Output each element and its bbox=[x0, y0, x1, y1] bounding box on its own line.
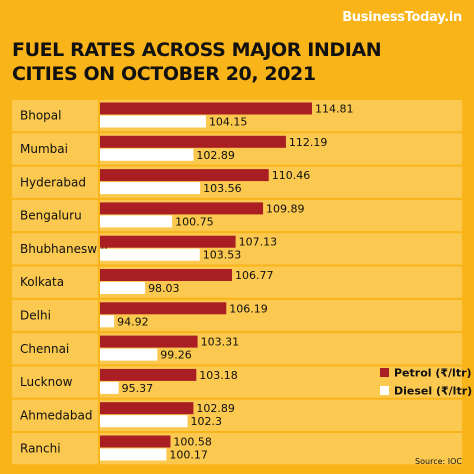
diesel-value-label: 103.56 bbox=[203, 182, 242, 195]
petrol-bar bbox=[100, 435, 171, 448]
petrol-bar bbox=[100, 368, 197, 381]
petrol-value-label: 109.89 bbox=[266, 202, 305, 215]
petrol-bar bbox=[100, 302, 227, 315]
petrol-bar bbox=[100, 202, 264, 215]
legend-swatch-diesel bbox=[380, 386, 389, 395]
petrol-bar bbox=[100, 402, 194, 415]
diesel-value-label: 102.89 bbox=[196, 149, 235, 162]
category-label: Mumbai bbox=[20, 142, 68, 156]
petrol-value-label: 106.19 bbox=[229, 302, 267, 315]
category-label: Bhubhaneswar bbox=[20, 242, 109, 256]
legend-swatch-petrol bbox=[380, 368, 389, 377]
petrol-value-label: 110.46 bbox=[272, 169, 311, 182]
petrol-bar bbox=[100, 235, 236, 248]
petrol-value-label: 107.13 bbox=[239, 236, 278, 249]
diesel-value-label: 95.37 bbox=[122, 382, 154, 395]
diesel-value-label: 103.53 bbox=[203, 249, 242, 262]
petrol-value-label: 100.58 bbox=[173, 436, 212, 449]
diesel-bar bbox=[100, 248, 200, 261]
category-label: Ahmedabad bbox=[20, 408, 92, 422]
legend-label-petrol: Petrol (₹/ltr) bbox=[394, 367, 472, 380]
petrol-value-label: 106.77 bbox=[235, 269, 274, 282]
row-band bbox=[12, 433, 462, 465]
petrol-value-label: 103.18 bbox=[199, 369, 238, 382]
diesel-value-label: 102.3 bbox=[191, 415, 223, 428]
petrol-value-label: 114.81 bbox=[315, 103, 354, 116]
category-label: Chennai bbox=[20, 342, 69, 356]
diesel-value-label: 98.03 bbox=[148, 282, 180, 295]
diesel-value-label: 94.92 bbox=[117, 315, 149, 328]
diesel-bar bbox=[100, 381, 119, 394]
legend-label-diesel: Diesel (₹/ltr) bbox=[394, 385, 472, 398]
row-band bbox=[12, 333, 462, 365]
petrol-bar bbox=[100, 135, 286, 148]
petrol-bar bbox=[100, 102, 312, 115]
category-label: Kolkata bbox=[20, 275, 64, 289]
petrol-bar bbox=[100, 269, 233, 281]
brand-logo: BusinessToday.in bbox=[342, 10, 462, 25]
petrol-value-label: 102.89 bbox=[196, 402, 235, 415]
category-label: Ranchi bbox=[20, 442, 61, 456]
row-band bbox=[12, 233, 462, 265]
category-label: Delhi bbox=[20, 308, 51, 322]
category-label: Hyderabad bbox=[20, 175, 86, 189]
diesel-bar bbox=[100, 348, 158, 361]
category-label: Bengaluru bbox=[20, 209, 82, 223]
source-note: Source: IOC bbox=[415, 457, 462, 466]
row-band bbox=[12, 399, 462, 431]
diesel-bar bbox=[100, 215, 173, 228]
diesel-value-label: 104.15 bbox=[209, 116, 248, 129]
diesel-bar bbox=[100, 182, 201, 195]
diesel-bar bbox=[100, 115, 206, 128]
category-label: Lucknow bbox=[20, 375, 73, 389]
petrol-value-label: 103.31 bbox=[201, 336, 240, 349]
diesel-value-label: 100.17 bbox=[169, 449, 208, 462]
category-label: Bhopal bbox=[20, 109, 61, 123]
petrol-value-label: 112.19 bbox=[289, 136, 328, 149]
row-band bbox=[12, 299, 462, 332]
diesel-bar bbox=[100, 148, 194, 161]
diesel-bar bbox=[100, 315, 115, 328]
diesel-value-label: 100.75 bbox=[175, 215, 214, 228]
petrol-bar bbox=[100, 169, 269, 182]
diesel-bar bbox=[100, 448, 167, 461]
diesel-bar bbox=[100, 415, 188, 428]
chart-title: FUEL RATES ACROSS MAJOR INDIAN CITIES ON… bbox=[12, 39, 382, 85]
petrol-bar bbox=[100, 335, 198, 348]
diesel-value-label: 99.26 bbox=[160, 349, 192, 362]
diesel-bar bbox=[100, 282, 146, 294]
row-band bbox=[12, 266, 462, 298]
